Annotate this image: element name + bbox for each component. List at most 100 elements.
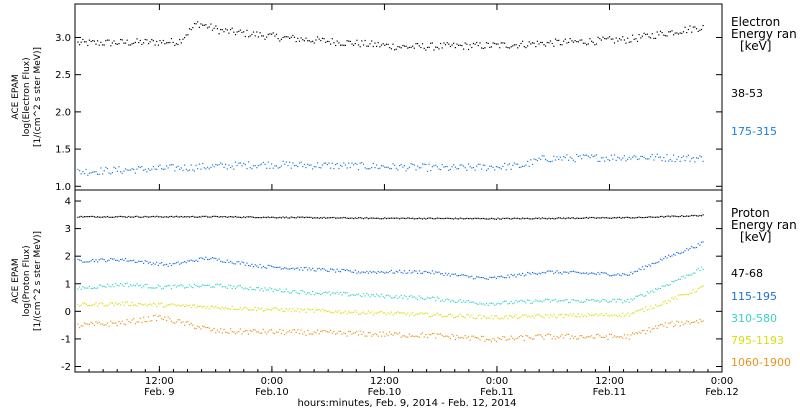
data-point [617, 216, 619, 219]
data-point [321, 330, 323, 332]
data-point [293, 217, 296, 219]
data-point [622, 157, 624, 159]
data-point [638, 309, 640, 311]
data-point [82, 325, 84, 327]
data-point [220, 216, 222, 218]
data-point [293, 36, 296, 38]
data-point [116, 170, 118, 172]
data-point [184, 261, 186, 263]
data-point [228, 32, 230, 34]
data-point [162, 264, 164, 266]
data-point [484, 277, 486, 280]
data-point [248, 216, 250, 218]
data-point [371, 217, 373, 219]
data-point [146, 320, 148, 323]
data-point [195, 259, 197, 261]
data-point [454, 166, 456, 168]
data-point [487, 278, 489, 280]
data-point [632, 34, 634, 36]
data-point [275, 289, 278, 291]
data-point [500, 317, 502, 319]
data-point [318, 293, 320, 295]
data-point [269, 329, 271, 331]
data-point [90, 305, 92, 307]
data-point [531, 163, 534, 165]
data-point [600, 39, 602, 41]
data-point [231, 262, 233, 264]
data-point [595, 300, 598, 302]
data-point [615, 336, 617, 338]
data-point [244, 306, 246, 308]
data-point [579, 316, 581, 318]
data-point [223, 308, 225, 310]
data-point [536, 334, 538, 336]
data-point [184, 164, 186, 166]
data-point [459, 337, 461, 339]
data-point [328, 310, 330, 312]
data-point [568, 272, 570, 274]
data-point [279, 216, 281, 218]
data-point [289, 37, 291, 39]
data-point [169, 164, 171, 166]
data-point [417, 165, 419, 167]
data-point [236, 309, 238, 311]
data-point [100, 167, 102, 169]
data-point [517, 47, 519, 49]
data-point [392, 217, 394, 219]
data-point [284, 334, 286, 336]
data-point [79, 44, 81, 46]
data-point [479, 42, 481, 44]
data-point [702, 241, 704, 243]
data-point [188, 169, 191, 171]
data-point [97, 216, 99, 218]
data-point [129, 44, 132, 46]
data-point [682, 294, 685, 296]
data-point [587, 313, 589, 315]
data-point [549, 314, 552, 316]
data-point [356, 311, 358, 313]
data-point [579, 155, 581, 157]
data-point [180, 284, 182, 286]
data-point [420, 46, 422, 49]
data-point [413, 164, 415, 166]
data-point [451, 218, 453, 220]
data-point [254, 329, 256, 331]
data-point [223, 328, 225, 330]
data-point [387, 272, 389, 274]
data-point [546, 159, 548, 162]
data-point [474, 169, 476, 171]
data-point [650, 37, 652, 39]
data-point [676, 158, 678, 160]
data-point [310, 333, 312, 335]
data-point [361, 295, 363, 298]
data-point [131, 216, 133, 218]
data-point [129, 259, 132, 262]
data-point [535, 217, 537, 219]
data-point [436, 166, 438, 168]
data-point [298, 269, 301, 271]
data-point [471, 314, 473, 316]
data-point [220, 260, 222, 262]
legend-title: Energy ran [731, 218, 797, 232]
data-point [415, 43, 417, 45]
data-point [359, 295, 361, 297]
data-point [467, 48, 470, 51]
data-point [508, 163, 511, 165]
data-point [640, 294, 642, 296]
data-point [551, 270, 553, 272]
data-point [604, 217, 606, 219]
data-point [175, 166, 177, 168]
data-point [505, 300, 507, 302]
data-point [211, 215, 214, 218]
data-point [361, 333, 363, 335]
data-point [523, 165, 525, 167]
data-point [426, 46, 429, 48]
data-point [143, 42, 145, 44]
data-point [430, 42, 432, 44]
data-point [228, 284, 230, 286]
data-point [548, 270, 550, 272]
data-point [563, 217, 565, 219]
data-point [495, 277, 497, 280]
data-point [323, 329, 325, 331]
data-point [98, 216, 100, 218]
